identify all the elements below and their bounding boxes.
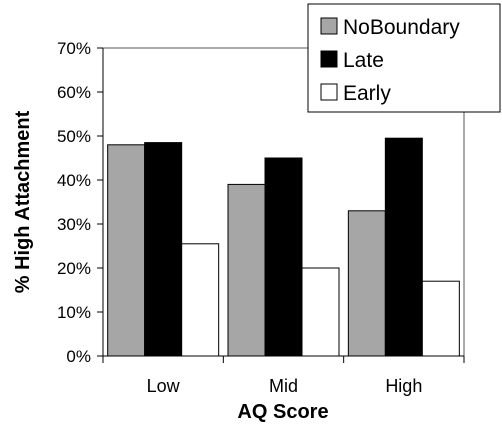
legend-swatch-late — [320, 50, 338, 68]
legend-label-noboundary: NoBoundary — [343, 16, 460, 39]
bar-early-high — [421, 280, 460, 357]
bar-noboundary-high — [347, 210, 386, 357]
x-axis-title: AQ Score — [237, 401, 328, 423]
bar-noboundary-low — [107, 144, 146, 357]
legend-label-late: Late — [343, 49, 384, 72]
y-tick-label: 50% — [57, 127, 91, 146]
y-axis-title: % High Attachment — [12, 110, 34, 293]
x-axis: Low Mid High — [102, 355, 465, 396]
legend-label-early: Early — [343, 82, 391, 105]
bars — [107, 137, 460, 357]
x-category-label: Low — [147, 376, 181, 396]
bar-late-high — [384, 137, 423, 357]
legend-swatch-early — [320, 83, 338, 101]
y-tick-label: 40% — [57, 171, 91, 190]
bar-early-low — [181, 243, 220, 357]
bar-late-mid — [264, 157, 303, 357]
bar-late-low — [144, 142, 183, 357]
legend-box — [307, 3, 501, 113]
legend-swatch-noboundary — [320, 17, 338, 35]
y-tick-label: 30% — [57, 215, 91, 234]
y-axis: 0% 10% 20% 30% 40% 50% 60% 70% — [57, 39, 104, 366]
x-category-label: High — [385, 376, 422, 396]
y-tick-label: 10% — [57, 303, 91, 322]
y-tick-label: 20% — [57, 259, 91, 278]
x-category-label: Mid — [269, 376, 298, 396]
bar-early-mid — [301, 267, 340, 357]
y-tick-label: 0% — [66, 347, 91, 366]
legend: NoBoundary Late Early — [307, 3, 501, 113]
bar-noboundary-mid — [227, 183, 266, 357]
y-tick-label: 70% — [57, 39, 91, 58]
y-tick-label: 60% — [57, 83, 91, 102]
